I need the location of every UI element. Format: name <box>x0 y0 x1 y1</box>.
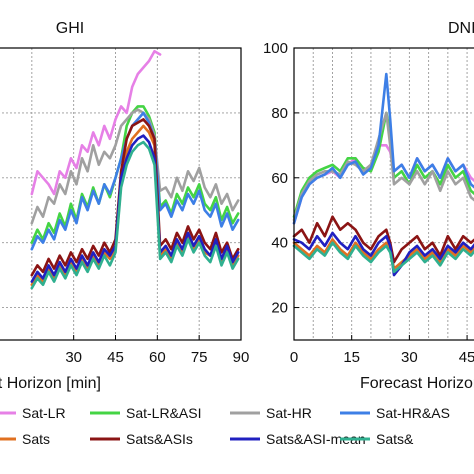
ghi-x-tick-label: 60 <box>149 349 166 366</box>
dni-y-tick-label: 60 <box>271 170 288 187</box>
legend-label: Sat-LR&ASI <box>126 405 201 421</box>
dni-title: DNI <box>448 20 474 37</box>
dni-y-ticks: 20 40 60 80 100 <box>263 40 299 317</box>
ghi-series-sat-hr-and-asi <box>30 111 240 251</box>
ghi-title: GHI <box>56 20 84 37</box>
dni-y-tick-label: 40 <box>271 235 288 252</box>
ghi-x-tick-label: 75 <box>191 349 208 366</box>
legend-label: Sat-HR&AS <box>376 405 450 421</box>
ghi-x-tick-label: 30 <box>65 349 82 366</box>
dni-series-sat-lr <box>292 144 474 225</box>
dni-x-ticks: 0 15 30 45 <box>290 335 474 366</box>
ghi-panel: GHI 30 45 60 75 90 Forecast Horizon [min] <box>0 20 249 392</box>
ghi-x-axis-label: Forecast Horizon [min] <box>0 375 101 392</box>
ghi-x-ticks: 30 45 60 75 90 <box>65 335 249 366</box>
ghi-series-sats-and-asi-mean <box>30 134 240 283</box>
ghi-series-sat-lr <box>30 49 162 196</box>
dni-axes-frame <box>293 47 474 341</box>
dni-series-sat-lr-and-asi <box>292 111 474 218</box>
dni-x-tick-label: 0 <box>290 349 298 366</box>
dni-series-sats-and-asis-mean <box>292 241 474 274</box>
dni-panel: DNI 20 40 60 80 100 0 15 30 45 Forecast Horizon… <box>263 20 474 392</box>
ghi-series <box>30 49 240 290</box>
legend-label: Sats& <box>376 431 414 447</box>
legend-label: Sats&ASIs <box>126 431 193 447</box>
dni-y-tick-label: 80 <box>271 105 288 122</box>
ghi-series-sat-hr <box>30 108 240 225</box>
ghi-x-tick-label: 45 <box>107 349 124 366</box>
dni-x-axis-label: Forecast Horizon [min] <box>360 375 474 392</box>
dni-y-tick-label: 100 <box>263 40 288 57</box>
legend: Sat-LR Sat-LR&ASI Sat-HR Sat-HR&AS Sats Sats&… <box>0 405 450 447</box>
legend-label: Sat-HR <box>266 405 312 421</box>
dni-x-tick-label: 45 <box>459 349 474 366</box>
dni-y-tick-label: 20 <box>271 300 288 317</box>
ghi-x-tick-label: 90 <box>233 349 250 366</box>
dni-grid <box>294 47 474 340</box>
legend-label: Sat-LR <box>22 405 66 421</box>
legend-label: Sats <box>22 431 50 447</box>
ghi-series-sats-and-asis <box>30 118 240 277</box>
ghi-series-sats-and-asis-mean <box>30 140 240 290</box>
dni-series-sat-hr-and-asi <box>292 72 474 225</box>
dni-series <box>292 72 474 277</box>
legend-label: Sats&ASI-mean <box>266 431 366 447</box>
dni-x-tick-label: 30 <box>401 349 418 366</box>
dni-x-tick-label: 15 <box>343 349 360 366</box>
